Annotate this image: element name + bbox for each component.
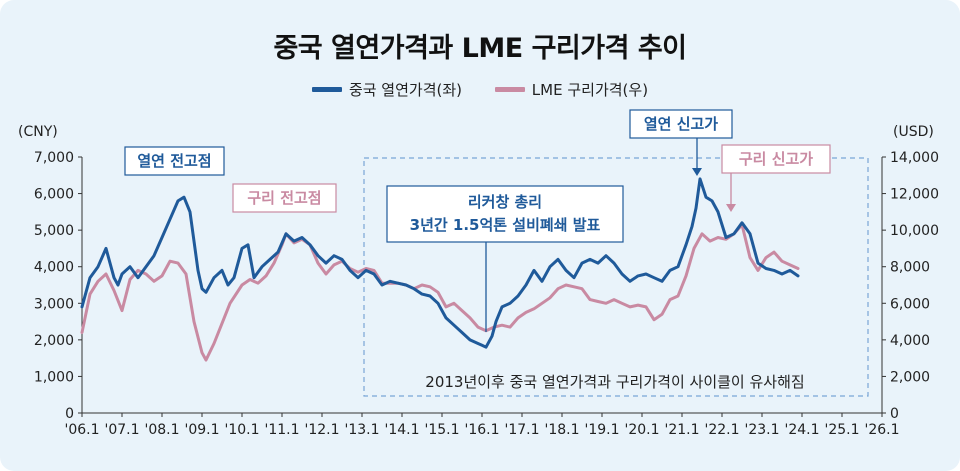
arrowhead-copper-new-high: [726, 204, 736, 212]
axes: 0 1,000 2,000 3,000 4,000 5,000 6,000 7,000 0 2,0…: [34, 150, 939, 438]
x-tick-label: '09.1: [184, 422, 219, 438]
left-tick-label: 1,000: [34, 369, 74, 385]
x-tick-label: '12.1: [304, 422, 339, 438]
right-tick-label: 6,000: [890, 296, 930, 312]
left-tick-label: 6,000: [34, 187, 74, 203]
annotation-copper-new-high: 구리 신고가: [739, 150, 813, 168]
highlight-region: [363, 157, 869, 397]
left-unit-label: (CNY): [18, 124, 58, 140]
legend-swatch-hrc: [311, 87, 342, 92]
arrowhead-hrc-new-high: [692, 168, 702, 176]
x-tick-label: '08.1: [144, 422, 179, 438]
annotation-hrc-prev-peak: 열연 전고점: [137, 152, 211, 170]
legend: 중국 열연가격(좌) LME 구리가격(우): [0, 78, 960, 100]
legend-swatch-copper: [494, 87, 525, 92]
legend-item-copper: LME 구리가격(우): [494, 79, 649, 100]
legend-label-hrc: 중국 열연가격(좌): [348, 81, 463, 99]
x-tick-label: '13.1: [344, 422, 379, 438]
right-unit-label: (USD): [893, 124, 934, 140]
x-tick-label: '24.1: [784, 422, 819, 438]
right-tick-label: 8,000: [890, 260, 930, 276]
annotation-copper-prev-peak: 구리 전고점: [247, 189, 321, 207]
chart-title: 중국 열연가격과 LME 구리가격 추이: [273, 33, 687, 64]
left-tick-label: 2,000: [34, 333, 74, 349]
x-tick-label: '16.1: [464, 422, 499, 438]
x-tick-label: '19.1: [584, 422, 619, 438]
x-tick-label: '07.1: [104, 422, 139, 438]
left-tick-label: 4,000: [34, 260, 74, 276]
x-tick-label: '06.1: [64, 422, 99, 438]
annotation-box-premier: [386, 185, 624, 243]
left-tick-label: 3,000: [34, 296, 74, 312]
legend-item-hrc: 중국 열연가격(좌): [311, 79, 463, 100]
x-tick-label: '26.1: [864, 422, 899, 438]
x-tick-label: '10.1: [224, 422, 259, 438]
series-group: [80, 177, 800, 362]
x-tick-label: '14.1: [384, 422, 419, 438]
annotation-box-copper-new-high: [721, 144, 831, 174]
x-tick-label: '20.1: [624, 422, 659, 438]
x-tick-label: '25.1: [824, 422, 859, 438]
annotation-box-copper-prev-peak: [232, 183, 337, 213]
series-line-copper: [80, 223, 800, 362]
annotation-hrc-new-high: 열연 신고가: [644, 115, 718, 133]
annotation-box-hrc-prev-peak: [124, 146, 225, 176]
legend-label-copper: LME 구리가격(우): [531, 81, 649, 99]
left-tick-label: 5,000: [34, 223, 74, 239]
x-tick-label: '22.1: [704, 422, 739, 438]
right-tick-label: 14,000: [890, 150, 939, 166]
annotation-premier-line2: 3년간 1.5억톤 설비폐쇄 발표: [410, 216, 601, 234]
annotation-premier-line1: 리커창 총리: [468, 193, 542, 211]
right-tick-label: 2,000: [890, 369, 930, 385]
left-tick-label: 0: [65, 406, 74, 422]
annotation-box-hrc-new-high: [629, 109, 733, 139]
x-tick-label: '18.1: [544, 422, 579, 438]
right-tick-label: 12,000: [890, 187, 939, 203]
right-tick-label: 0: [890, 406, 899, 422]
x-tick-label: '21.1: [664, 422, 699, 438]
annotation-cycle-note: 2013년이후 중국 열연가격과 구리가격이 사이클이 유사해짐: [425, 373, 804, 391]
x-tick-label: '17.1: [504, 422, 539, 438]
series-line-hrc: [80, 177, 800, 349]
x-tick-label: '23.1: [744, 422, 779, 438]
left-tick-label: 7,000: [34, 150, 74, 166]
x-tick-label: '15.1: [424, 422, 459, 438]
right-tick-label: 10,000: [890, 223, 939, 239]
right-tick-label: 4,000: [890, 333, 930, 349]
x-tick-label: '11.1: [264, 422, 299, 438]
